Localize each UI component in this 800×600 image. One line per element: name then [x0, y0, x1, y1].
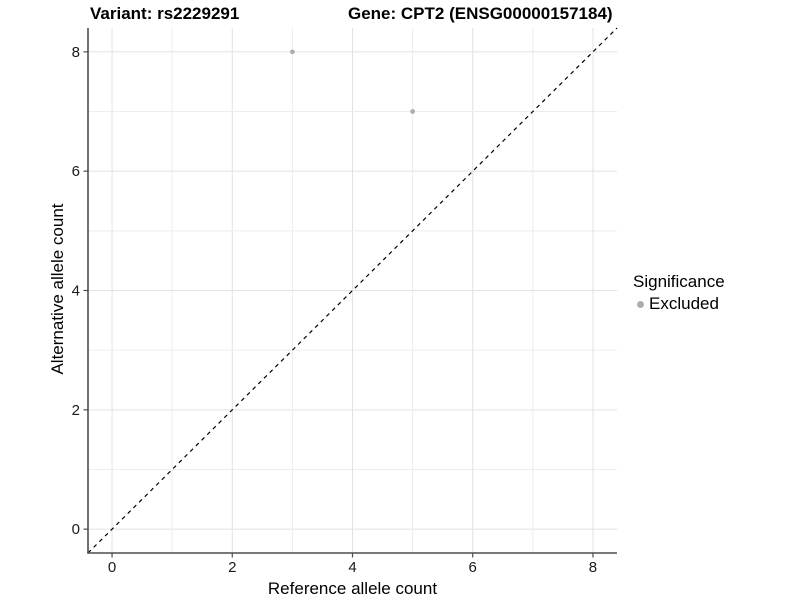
legend-item-excluded: Excluded — [633, 294, 725, 314]
y-axis-label: Alternative allele count — [48, 203, 67, 375]
legend-title: Significance — [633, 272, 725, 291]
data-point — [410, 109, 416, 114]
x-tick-label: 4 — [348, 559, 356, 576]
y-tick-label: 6 — [72, 163, 80, 180]
legend: Significance Excluded — [633, 272, 725, 314]
y-tick-label: 0 — [72, 521, 80, 538]
x-tick-label: 0 — [108, 559, 116, 576]
tick-labels: 0 2 4 6 8 0 2 4 6 8 — [72, 44, 597, 576]
tick-marks — [83, 51, 594, 558]
data-points — [289, 49, 416, 114]
y-tick-label: 2 — [72, 402, 80, 419]
plot-title-variant: Variant: rs2229291 — [90, 4, 240, 23]
gridlines — [88, 28, 617, 553]
x-axis-label: Reference allele count — [267, 579, 438, 598]
x-tick-label: 8 — [589, 559, 597, 576]
y-tick-label: 4 — [72, 283, 80, 300]
legend-item-label: Excluded — [649, 294, 719, 313]
data-point — [289, 49, 295, 55]
plot-title-gene: Gene: CPT2 (ENSG00000157184) — [348, 4, 613, 23]
x-tick-label: 2 — [228, 559, 236, 576]
legend-point-icon — [637, 300, 644, 308]
x-tick-label: 6 — [469, 559, 477, 576]
y-tick-label: 8 — [72, 44, 80, 61]
